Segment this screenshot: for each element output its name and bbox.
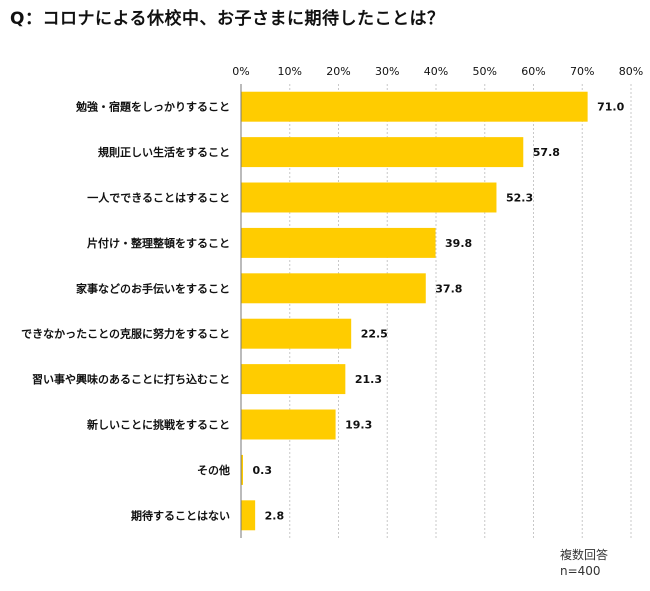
- x-tick-label: 20%: [326, 65, 350, 78]
- value-label: 21.3: [355, 373, 382, 386]
- x-tick-label: 0%: [232, 65, 249, 78]
- x-tick-label: 70%: [570, 65, 594, 78]
- bar: [241, 454, 243, 485]
- value-label: 37.8: [435, 282, 462, 295]
- bar: [241, 227, 436, 258]
- value-label: 39.8: [445, 237, 472, 250]
- page-title: Q：コロナによる休校中、お子さまに期待したことは？: [10, 9, 445, 29]
- category-label: 勉強・宿題をしっかりすること: [75, 100, 230, 114]
- value-label: 71.0: [597, 101, 624, 114]
- category-label: 規則正しい生活をすること: [98, 145, 230, 159]
- x-tick-label: 30%: [375, 65, 399, 78]
- category-label: 片付け・整理整頓をすること: [87, 236, 230, 250]
- bar: [241, 137, 524, 168]
- value-labels: 71.0 57.8 52.3 39.8 37.8 22.5 21.3 19.3 0.3 2.8: [253, 101, 625, 523]
- bar: [241, 409, 336, 440]
- x-tick-label: 10%: [278, 65, 302, 78]
- x-tick-label: 80%: [619, 65, 643, 78]
- x-tick-label: 50%: [473, 65, 497, 78]
- answer-type-note: 複数回答: [560, 548, 609, 562]
- grid-lines: [240, 84, 632, 538]
- category-label: 新しいことに挑戦をすること: [87, 418, 230, 432]
- value-label: 22.5: [361, 328, 388, 341]
- bar: [241, 318, 352, 349]
- bar: [241, 91, 588, 122]
- bar: [241, 500, 256, 531]
- category-label: 一人でできることはすること: [87, 191, 230, 205]
- tick-labels: 0% 10% 20% 30% 40% 50% 60% 70% 80%: [232, 65, 643, 78]
- bars: [241, 91, 588, 531]
- bar: [241, 273, 426, 304]
- sample-size-note: n=400: [560, 564, 601, 578]
- bar: [241, 364, 346, 395]
- category-label: 家事などのお手伝いをすること: [76, 281, 230, 295]
- category-label: その他: [197, 463, 230, 477]
- value-label: 57.8: [533, 146, 560, 159]
- category-label: 習い事や興味のあることに打ち込むこと: [32, 372, 230, 386]
- value-label: 52.3: [506, 192, 533, 205]
- x-tick-label: 60%: [521, 65, 545, 78]
- value-label: 2.8: [265, 509, 285, 522]
- category-labels: 勉強・宿題をしっかりすること規則正しい生活をすること一人でできることはすること片…: [21, 100, 230, 523]
- category-label: 期待することはない: [131, 508, 230, 522]
- value-label: 0.3: [253, 464, 273, 477]
- value-label: 19.3: [345, 419, 372, 432]
- x-tick-label: 40%: [424, 65, 448, 78]
- bar: [241, 182, 497, 213]
- category-label: できなかったことの克服に努力をすること: [21, 327, 230, 341]
